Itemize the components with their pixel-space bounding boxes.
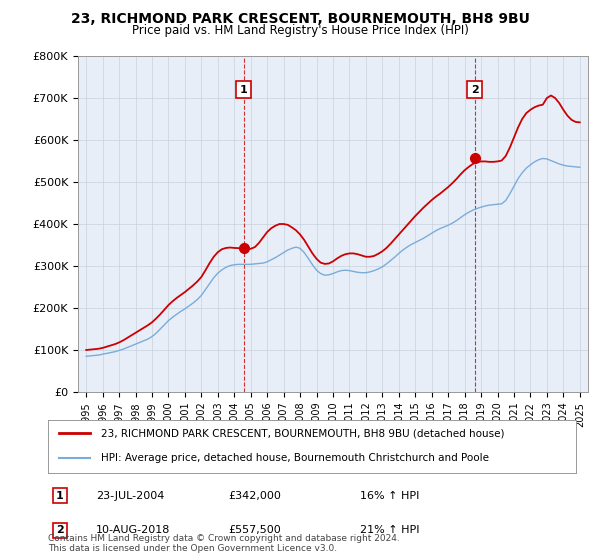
Text: £342,000: £342,000 (228, 491, 281, 501)
Text: 23, RICHMOND PARK CRESCENT, BOURNEMOUTH, BH8 9BU (detached house): 23, RICHMOND PARK CRESCENT, BOURNEMOUTH,… (101, 428, 504, 438)
Text: 10-AUG-2018: 10-AUG-2018 (96, 525, 170, 535)
Text: Contains HM Land Registry data © Crown copyright and database right 2024.
This d: Contains HM Land Registry data © Crown c… (48, 534, 400, 553)
Text: HPI: Average price, detached house, Bournemouth Christchurch and Poole: HPI: Average price, detached house, Bour… (101, 453, 489, 463)
Text: 21% ↑ HPI: 21% ↑ HPI (360, 525, 419, 535)
Text: 23-JUL-2004: 23-JUL-2004 (96, 491, 164, 501)
Text: Price paid vs. HM Land Registry's House Price Index (HPI): Price paid vs. HM Land Registry's House … (131, 24, 469, 36)
Text: 2: 2 (471, 85, 479, 95)
Text: 1: 1 (239, 85, 247, 95)
Text: 2: 2 (56, 525, 64, 535)
Text: 16% ↑ HPI: 16% ↑ HPI (360, 491, 419, 501)
Text: £557,500: £557,500 (228, 525, 281, 535)
Text: 1: 1 (56, 491, 64, 501)
Text: 23, RICHMOND PARK CRESCENT, BOURNEMOUTH, BH8 9BU: 23, RICHMOND PARK CRESCENT, BOURNEMOUTH,… (71, 12, 529, 26)
